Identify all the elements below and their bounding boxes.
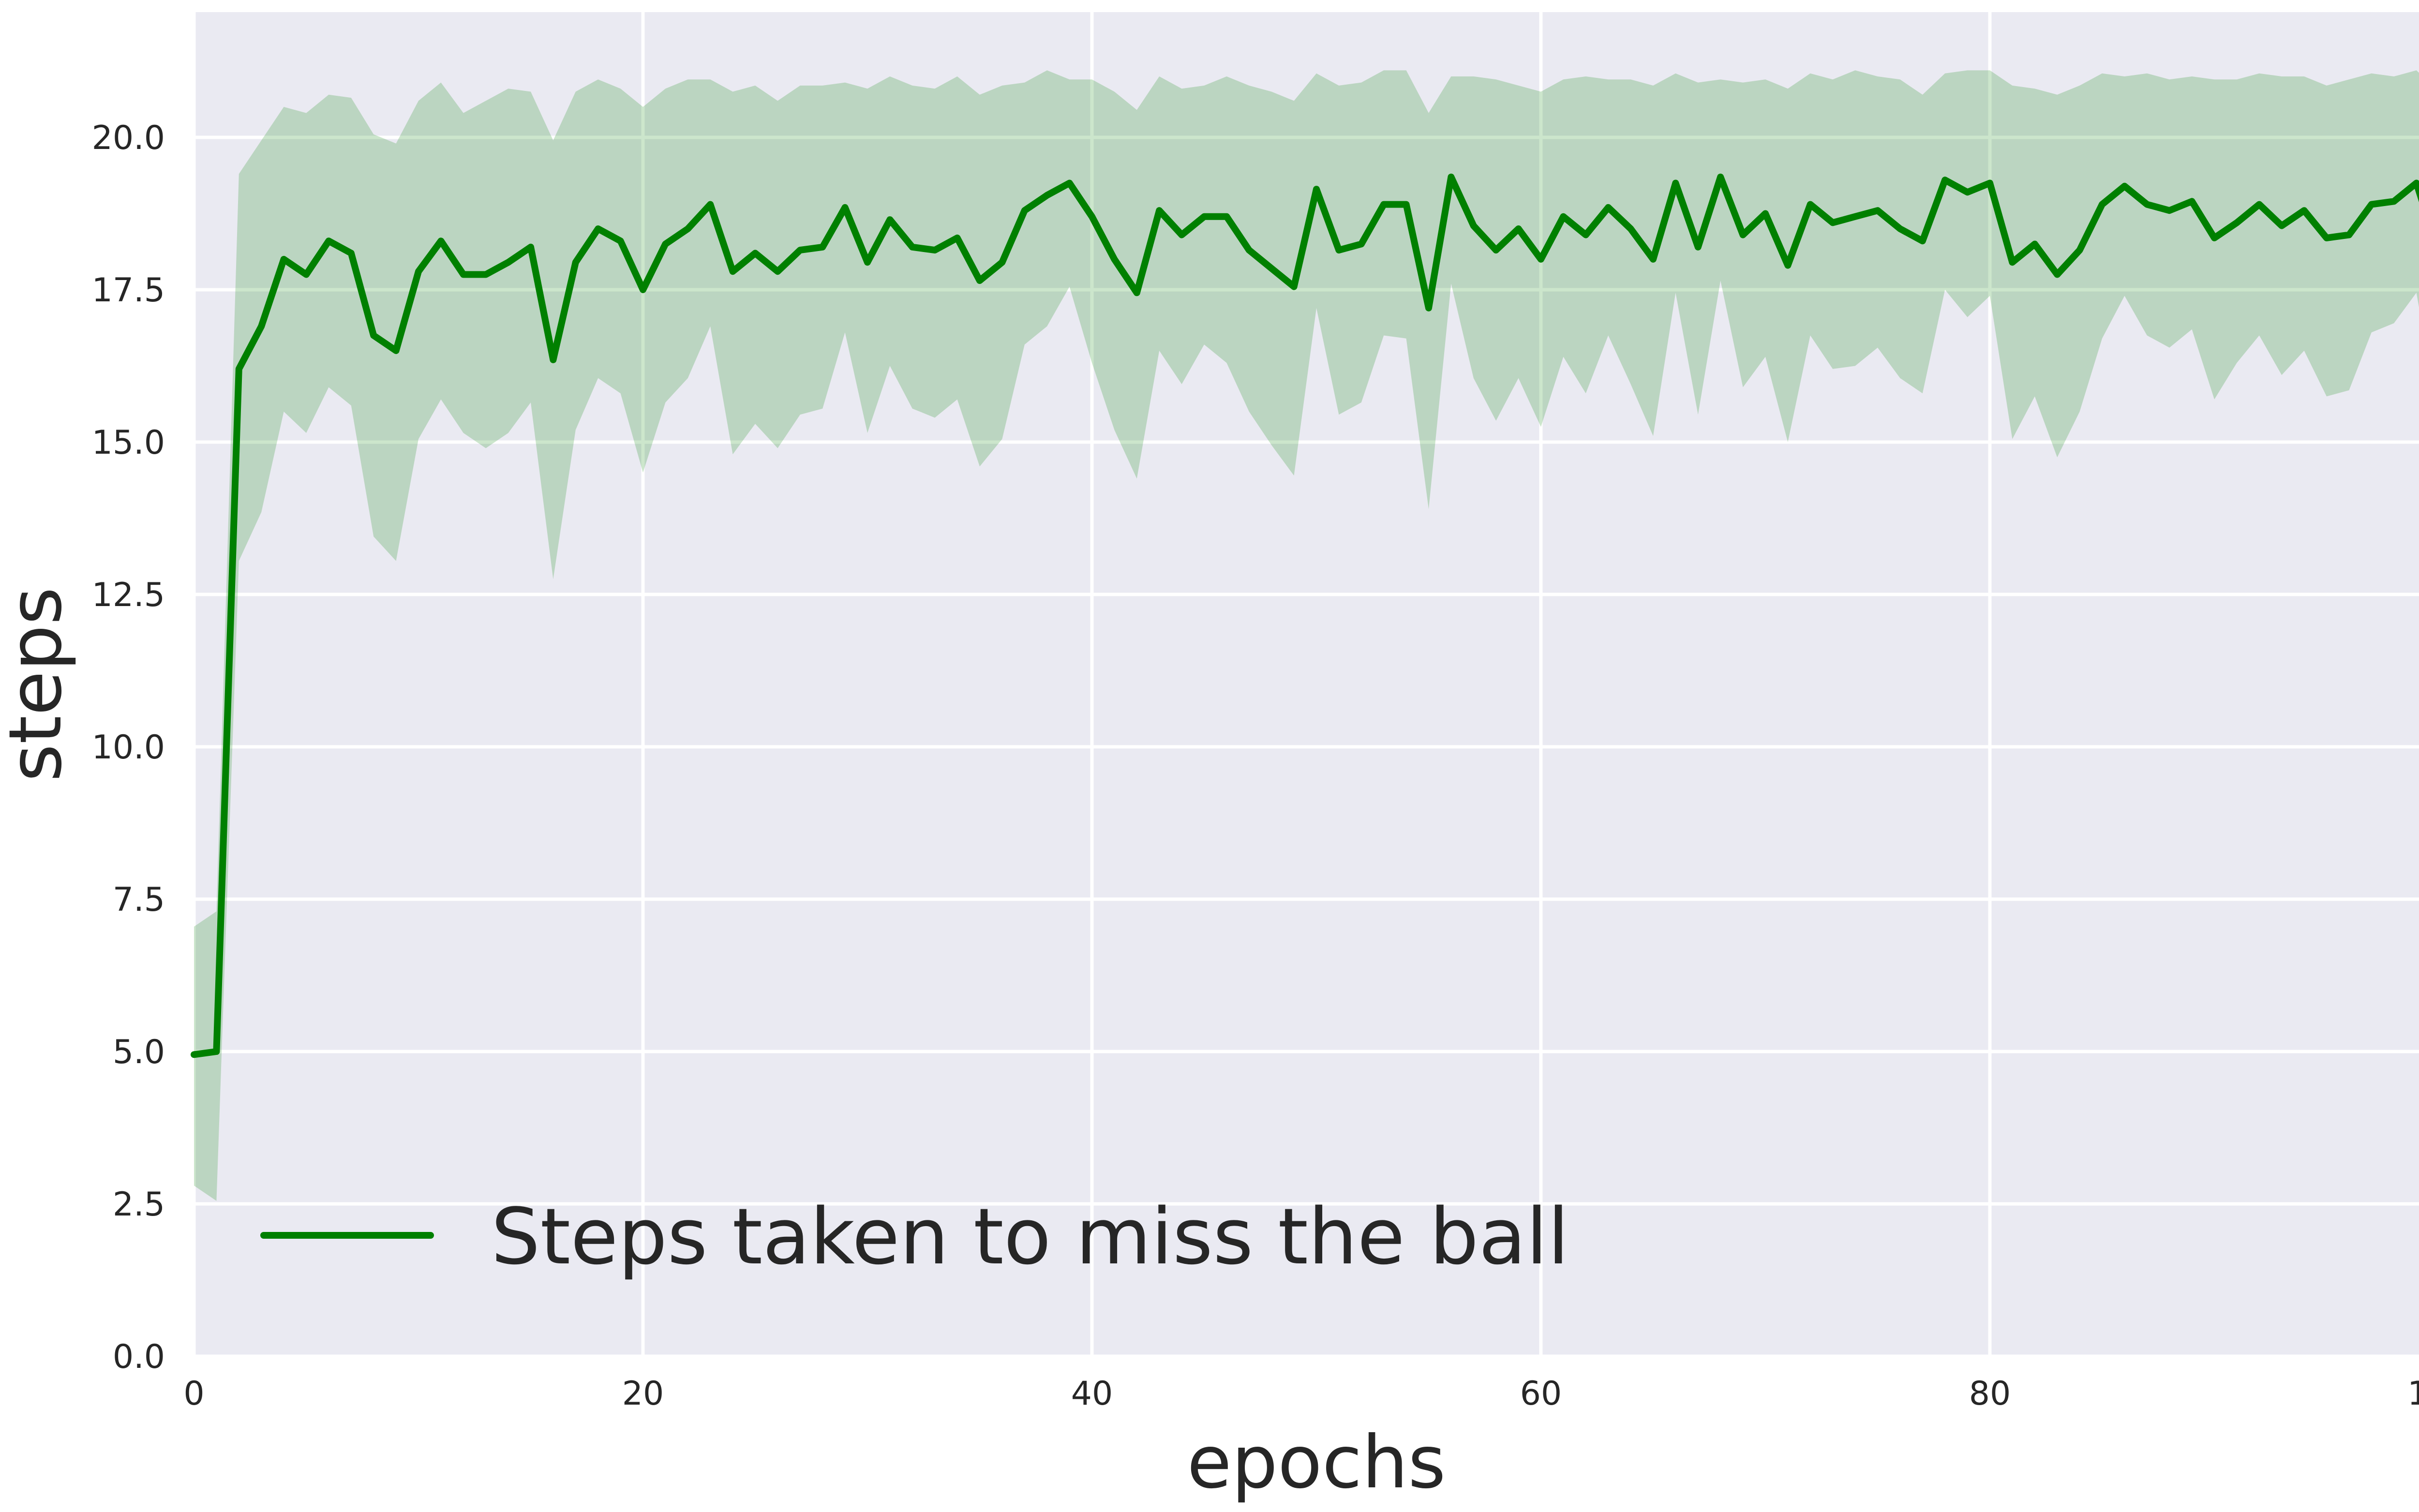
series-line-steps	[191, 173, 2419, 1058]
y-tick-label: 0.0	[113, 1338, 165, 1376]
y-tick-label: 15.0	[92, 424, 165, 462]
legend-label: Steps taken to miss the ball	[491, 1191, 1569, 1282]
y-tick-label: 10.0	[92, 728, 165, 767]
y-tick-label: 5.0	[113, 1033, 165, 1071]
y-tick-label: 17.5	[92, 271, 165, 310]
x-tick-labels: 0 20 40 60 80 100	[183, 1375, 2419, 1413]
y-tick-label: 2.5	[113, 1186, 165, 1224]
x-tick-label: 100	[2407, 1375, 2419, 1413]
x-tick-label: 20	[622, 1375, 664, 1413]
x-tick-label: 60	[1520, 1375, 1562, 1413]
x-tick-label: 0	[183, 1375, 204, 1413]
x-tick-label: 40	[1071, 1375, 1113, 1413]
y-tick-labels: 0.0 2.5 5.0 7.5 10.0 12.5 15.0 17.5 20.0	[92, 119, 165, 1376]
y-tick-label: 12.5	[92, 576, 165, 614]
y-tick-label: 20.0	[92, 119, 165, 157]
legend: Steps taken to miss the ball	[260, 1191, 1569, 1282]
x-tick-label: 80	[1969, 1375, 2011, 1413]
confidence-band	[194, 70, 2419, 1201]
y-tick-label: 7.5	[113, 881, 165, 919]
x-axis-label: epochs	[1187, 1421, 1446, 1505]
y-axis-label: steps	[0, 587, 78, 782]
grid-lines	[192, 12, 2419, 1358]
